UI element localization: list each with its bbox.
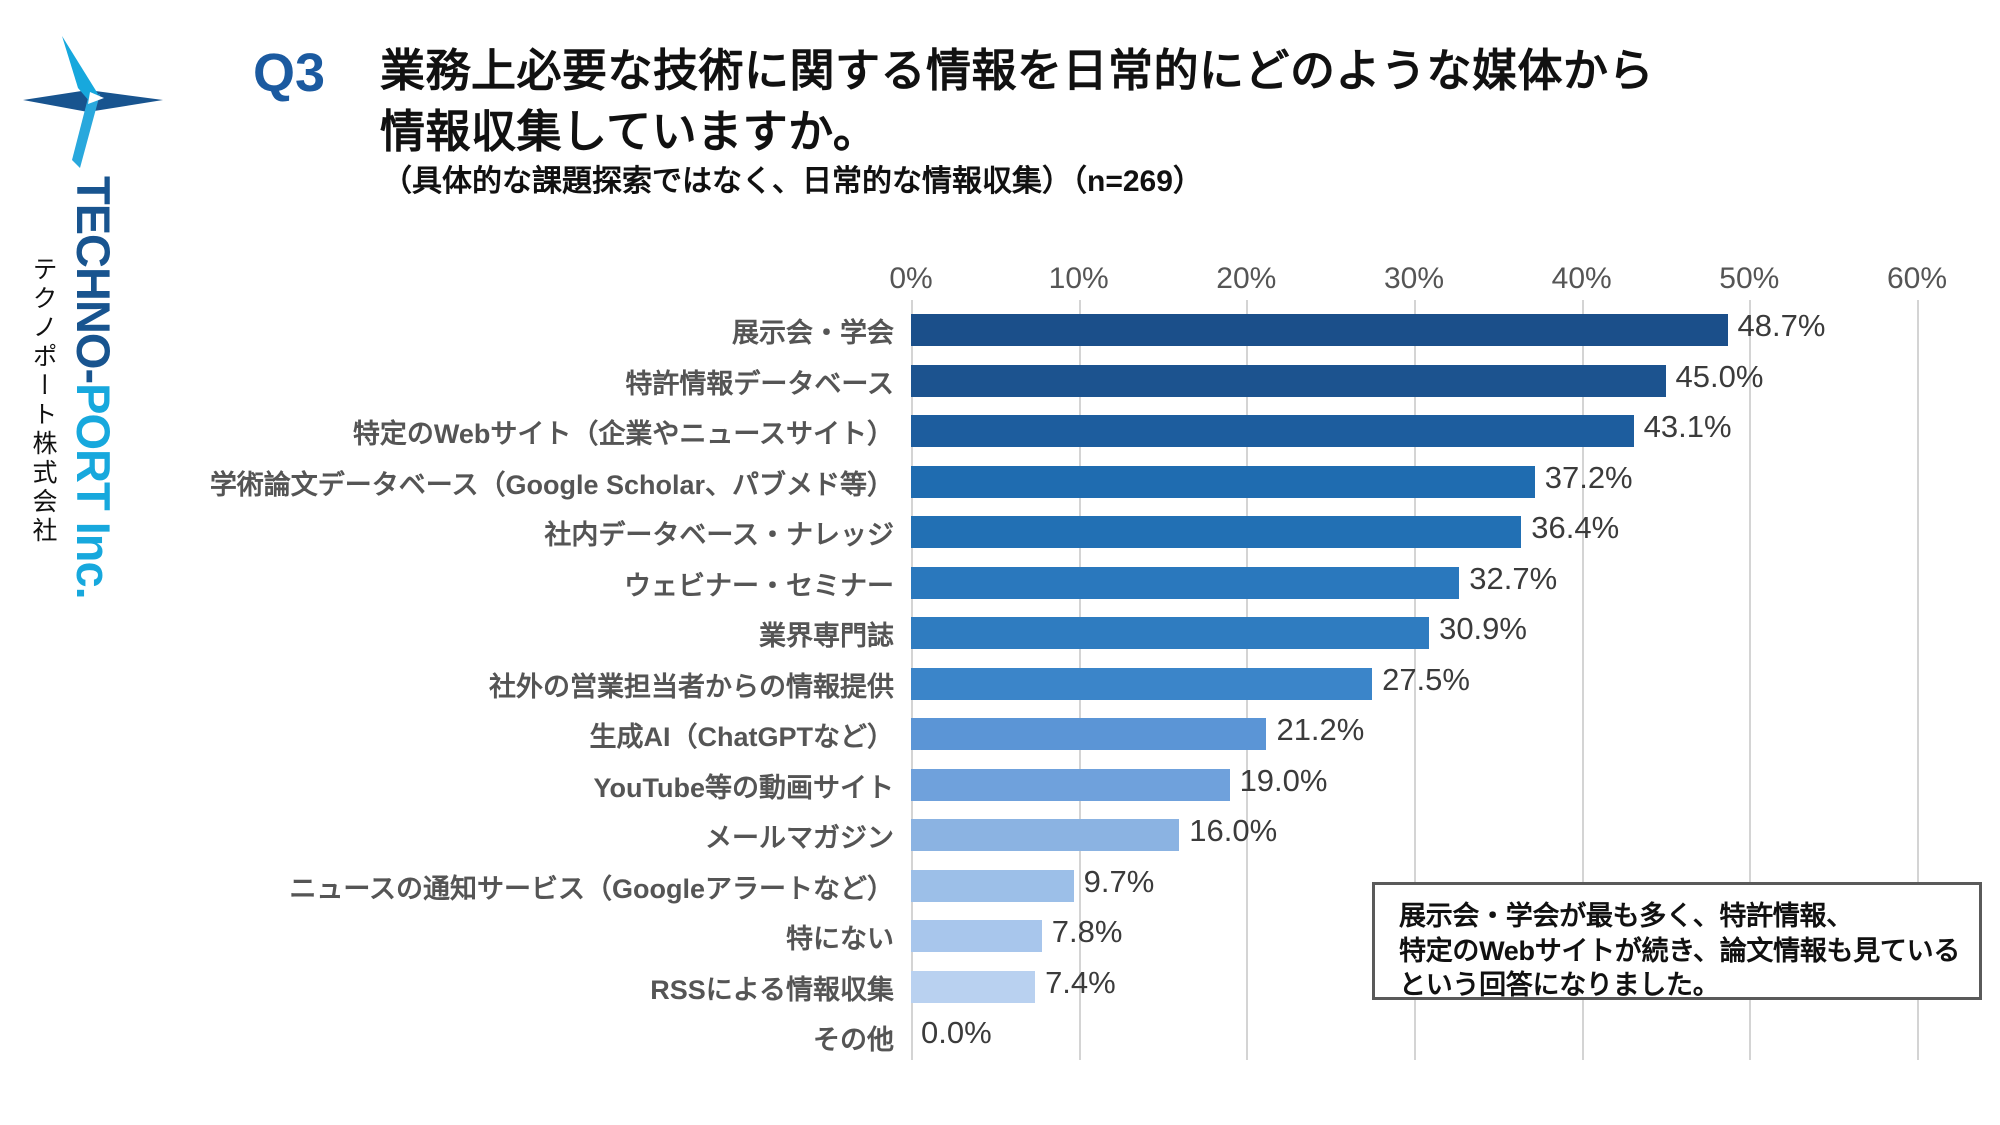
chart-bar-value-label: 30.9% <box>1439 611 1527 646</box>
chart-bar-row: 7.8% <box>911 914 1917 952</box>
chart-bar-row: 9.7% <box>911 864 1917 902</box>
chart-bar-value-label: 19.0% <box>1239 762 1328 798</box>
chart-bar-row: 0.0% <box>911 1015 1917 1053</box>
chart-bar <box>911 415 1634 447</box>
chart-bar-value-label: 16.0% <box>1189 813 1278 848</box>
chart-bar <box>911 465 1535 498</box>
chart-bar-value-label: 37.2% <box>1544 459 1633 495</box>
chart-bar-value-label: 48.7% <box>1737 308 1826 343</box>
chart-category-label: ウェビナー・セミナー <box>624 570 894 601</box>
logo-wordmark-light: PORT <box>67 383 120 510</box>
chart-category-label: その他 <box>813 1025 894 1055</box>
gridline <box>1581 300 1584 1060</box>
x-axis-tick-label: 0% <box>889 262 933 295</box>
chart-category-label: 展示会・学会 <box>732 318 894 348</box>
chart-bar-value-label: 7.8% <box>1051 914 1123 949</box>
chart-bar-row: 43.1% <box>911 409 1917 447</box>
chart-category-label: 生成AI（ChatGPTなど） <box>589 722 894 752</box>
chart-bar-row: 30.9% <box>911 611 1917 649</box>
logo-wordmark: TECHNO-PORT Inc. <box>67 176 120 599</box>
chart-category-label: 社内データベース・ナレッジ <box>544 520 894 550</box>
gridline <box>1749 300 1752 1060</box>
x-axis-tick-labels: 0% 10% 20% 30% 40% 50% 60% <box>0 0 2000 295</box>
x-axis-tick-label: 30% <box>1383 262 1445 295</box>
chart-bar-row: 45.0% <box>911 359 1917 397</box>
page-subtitle: （具体的な課題探索ではなく、日常的な情報収集）（n=269） <box>382 165 1203 198</box>
logo-company-name-jp: テクノポート株式会社 <box>29 256 57 546</box>
x-axis-tick-label: 40% <box>1551 262 1612 295</box>
company-logo: TECHNO-PORT Inc. テクノポート株式会社 <box>18 28 168 648</box>
chart-category-label: ニュースの通知サービス（Googleアラートなど） <box>289 873 894 904</box>
page-title: 業務上必要な技術に関する情報を日常的にどのような媒体から 情報収集していますか。 <box>380 40 1655 162</box>
chart-bar-value-label: 21.2% <box>1276 712 1365 747</box>
chart-bar-row: 21.2% <box>911 712 1917 750</box>
chart-bar-value-label: 32.7% <box>1469 560 1558 596</box>
callout-line-2: 特定のWebサイトが続き、論文情報も見ている <box>1399 935 1961 966</box>
chart-bar <box>911 920 1042 952</box>
chart-bar-row: 32.7% <box>911 561 1917 599</box>
chart-bar <box>911 314 1728 346</box>
gridline <box>1917 300 1919 1060</box>
logo-wordmark-suffix: Inc. <box>67 509 120 599</box>
chart-bar-row: 37.2% <box>911 460 1917 498</box>
chart-bar-row: 36.4% <box>911 510 1917 548</box>
chart-category-label: YouTube等の動画サイト <box>593 772 894 803</box>
chart-bar <box>911 869 1074 902</box>
x-axis-tick-label: 20% <box>1216 262 1277 295</box>
chart-category-label: 業界専門誌 <box>759 621 894 651</box>
insight-callout-box: 展示会・学会が最も多く、特許情報、 特定のWebサイトが続き、論文情報も見ている… <box>1372 882 1982 1000</box>
x-axis-tick-label: 10% <box>1048 262 1109 295</box>
chart-bar-row: 48.7% <box>911 308 1917 346</box>
chart-bar <box>911 617 1430 649</box>
chart-bar-value-label: 0.0% <box>921 1015 992 1050</box>
question-number-badge: Q3 <box>253 43 326 103</box>
x-axis-tick-label: 60% <box>1886 262 1948 295</box>
chart-bar-value-label: 43.1% <box>1643 409 1732 444</box>
page-title-line-1: 業務上必要な技術に関する情報を日常的にどのような媒体から <box>380 45 1655 96</box>
logo-wordmark-separator: - <box>67 368 120 384</box>
chart-bar <box>911 768 1230 801</box>
chart-category-label: 学術論文データベース（Google Scholar、パブメド等） <box>209 469 894 500</box>
gridline <box>1414 300 1416 1060</box>
chart-bar-row: 27.5% <box>911 662 1917 700</box>
callout-line-1: 展示会・学会が最も多く、特許情報、 <box>1399 901 1853 931</box>
chart-plot-area: 48.7% 45.0% 43.1% 37.2% 36.4% 32.7% 30.9% 27.5%… <box>911 300 1919 1060</box>
chart-bar <box>911 819 1180 851</box>
chart-category-label: RSSによる情報収集 <box>650 974 894 1005</box>
chart-category-label: メールマガジン <box>705 823 894 853</box>
chart-bar-value-label: 7.4% <box>1045 964 1116 1000</box>
chart-bar <box>911 718 1267 750</box>
chart-bar <box>911 667 1373 700</box>
page-title-line-2: 情報収集していますか。 <box>380 106 879 158</box>
chart-category-label: 特にない <box>786 924 894 954</box>
propeller-logo-icon <box>23 36 163 168</box>
chart-bar-row: 7.4% <box>911 965 1917 1003</box>
chart-bar <box>911 516 1522 548</box>
chart-bar-value-label: 36.4% <box>1531 510 1620 545</box>
chart-category-label: 社外の営業担当者からの情報提供 <box>489 671 894 702</box>
logo-wordmark-dark: TECHNO <box>67 176 120 369</box>
chart-bar <box>911 566 1460 599</box>
callout-line-3: という回答になりました。 <box>1399 970 1720 1001</box>
chart-bar <box>911 970 1036 1003</box>
chart-bar-row: 19.0% <box>911 763 1917 801</box>
chart-bar-value-label: 45.0% <box>1675 358 1764 394</box>
chart-category-label: 特許情報データベース <box>625 368 894 399</box>
chart-bar <box>911 364 1666 397</box>
chart-bar-row: 16.0% <box>911 813 1917 851</box>
chart-bar-value-label: 27.5% <box>1382 661 1470 697</box>
chart-bar-value-label: 9.7% <box>1083 863 1155 899</box>
chart-category-label: 特定のWebサイト（企業やニュースサイト） <box>352 419 894 449</box>
x-axis-tick-label: 50% <box>1719 262 1780 295</box>
